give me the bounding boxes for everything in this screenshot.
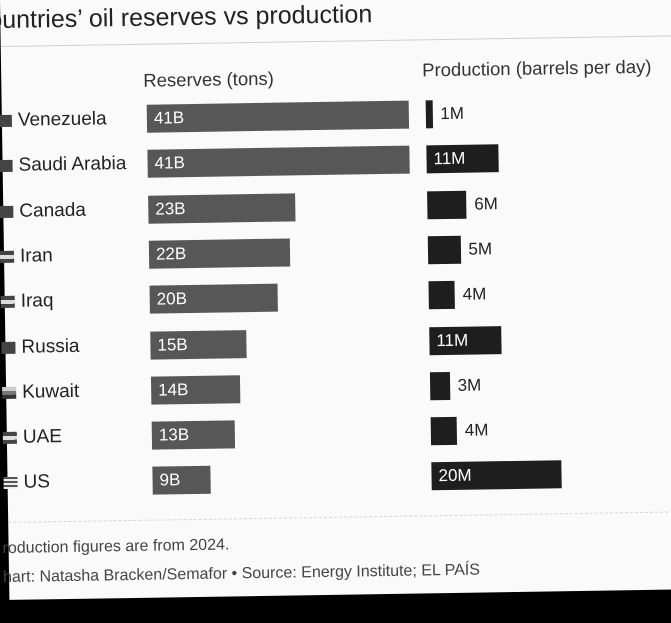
- flag-icon: [0, 295, 15, 309]
- reserves-value-label: 14B: [157, 379, 189, 400]
- production-bar: [427, 235, 461, 265]
- source-credit: hart: Natasha Bracken/Semafor • Source: …: [2, 561, 481, 587]
- production-bar: [427, 190, 467, 219]
- production-bar: [428, 281, 455, 310]
- flag-icon: [3, 477, 18, 490]
- flag-icon: [0, 205, 14, 218]
- flag-icon: [2, 431, 17, 445]
- top-divider: [0, 34, 671, 47]
- country-label: Iran: [19, 245, 53, 267]
- country-label: Iraq: [20, 290, 54, 312]
- reserves-value-label: 20B: [156, 289, 188, 309]
- production-bar: [430, 416, 458, 446]
- reserves-column-header: Reserves (tons): [143, 67, 275, 91]
- footnote: roduction figures are from 2024.: [2, 536, 230, 558]
- reserves-value-label: 41B: [154, 153, 185, 173]
- chart-row: Russia 15B 11M: [1, 323, 671, 364]
- country-label: Russia: [21, 335, 80, 358]
- flag-icon: [0, 250, 15, 263]
- reserves-value-label: 23B: [155, 198, 186, 219]
- chart-row: Iran 22B 5M: [0, 232, 671, 273]
- country-label: US: [23, 471, 51, 494]
- country-label: UAE: [22, 426, 63, 448]
- production-value-label: 1M: [440, 103, 465, 124]
- production-value-label: 5M: [468, 239, 493, 259]
- production-value-label: 11M: [436, 330, 469, 350]
- production-value-label: 4M: [464, 420, 489, 440]
- chart-row: Kuwait 14B 3M: [2, 368, 671, 409]
- flag-icon: [0, 114, 12, 128]
- country-label: Venezuela: [17, 108, 107, 131]
- chart-row: Venezuela 41B 1M: [0, 96, 671, 137]
- country-label: Canada: [19, 199, 87, 222]
- production-value-label: 11M: [433, 149, 466, 169]
- flag-icon: [0, 160, 13, 173]
- chart-row: UAE 13B 4M: [2, 414, 671, 455]
- reserves-value-label: 15B: [157, 334, 188, 355]
- chart-row: US 9B 20M: [3, 459, 671, 500]
- reserves-bar: [147, 145, 410, 178]
- production-value-label: 20M: [438, 466, 472, 486]
- chart-title: ountries’ oil reserves vs production: [0, 0, 373, 35]
- production-value-label: 4M: [462, 284, 487, 304]
- country-label: Saudi Arabia: [18, 153, 127, 177]
- production-bar: [429, 371, 450, 401]
- chart-row: Canada 23B 6M: [0, 187, 671, 228]
- flag-icon: [2, 386, 17, 399]
- flag-icon: [1, 341, 16, 354]
- chart-row: Iraq 20B 4M: [0, 278, 671, 319]
- reserves-value-label: 41B: [153, 108, 185, 128]
- production-value-label: 6M: [474, 193, 499, 214]
- reserves-value-label: 13B: [158, 425, 190, 445]
- production-column-header: Production (barrels per day): [421, 55, 652, 81]
- reserves-value-label: 22B: [155, 243, 187, 264]
- production-value-label: 3M: [457, 375, 482, 395]
- country-label: Kuwait: [21, 380, 80, 403]
- production-bar: [425, 100, 433, 129]
- reserves-value-label: 9B: [159, 470, 181, 490]
- chart-card: ountries’ oil reserves vs production Res…: [0, 0, 671, 600]
- bottom-divider: [8, 510, 671, 523]
- chart-row: Saudi Arabia 41B 11M: [0, 142, 671, 183]
- reserves-bar: [146, 100, 410, 133]
